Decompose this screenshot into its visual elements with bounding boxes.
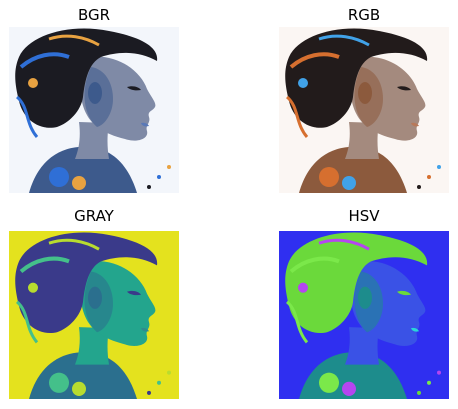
paint-splash (417, 185, 421, 189)
paint-splash (167, 370, 171, 375)
paint-splash (298, 78, 308, 88)
neck (75, 327, 109, 365)
paint-splash (342, 176, 356, 190)
neck (345, 327, 379, 365)
panel-hsv: HSV (279, 207, 449, 400)
ear (358, 286, 372, 309)
hair-streak (285, 95, 309, 138)
paint-splash (319, 372, 339, 393)
rgb-image (279, 27, 449, 193)
bgr-image (9, 27, 179, 193)
paint-splash (167, 165, 171, 169)
portrait-graphic (279, 27, 449, 193)
hair-streak (318, 238, 370, 251)
paint-splash (319, 167, 339, 187)
hair-streak (289, 52, 340, 69)
paint-splash (49, 372, 69, 393)
lips (141, 122, 149, 127)
panel-title: BGR (77, 6, 111, 24)
lips (141, 327, 149, 332)
paint-splash (147, 390, 151, 395)
paint-splash (342, 381, 356, 396)
paint-splash (72, 381, 86, 396)
hair-streak (15, 95, 39, 138)
portrait-graphic (279, 231, 449, 399)
panel-title: GRAY (74, 207, 114, 225)
paint-splash (49, 167, 69, 187)
ear (88, 82, 102, 104)
paint-splash (298, 282, 308, 293)
panel-title: RGB (347, 6, 381, 24)
hair-streak (19, 256, 70, 274)
paint-splash (28, 78, 38, 88)
paint-splash (417, 390, 421, 395)
hair-streak (48, 238, 100, 251)
portrait-graphic (9, 27, 179, 193)
hair-streak (48, 34, 100, 47)
lips (411, 122, 419, 127)
neck (345, 122, 379, 159)
paint-splash (147, 185, 151, 189)
neck (75, 122, 109, 159)
panel-gray: GRAY (9, 207, 179, 400)
panel-title: HSV (348, 207, 380, 225)
paint-splash (427, 380, 431, 385)
paint-splash (28, 282, 38, 293)
hair-streak (318, 34, 370, 47)
hair-streak (15, 300, 39, 344)
paint-splash (157, 175, 161, 179)
eye (397, 86, 411, 91)
hsv-image (279, 231, 449, 399)
paint-splash (157, 380, 161, 385)
hair-streak (289, 256, 340, 274)
eye (397, 290, 411, 296)
eye (127, 86, 141, 91)
portrait-graphic (9, 231, 179, 399)
ear (88, 286, 102, 309)
hair-streak (19, 52, 70, 69)
paint-splash (72, 176, 86, 190)
panel-bgr: BGR (9, 6, 179, 196)
paint-splash (437, 370, 441, 375)
eye (127, 290, 141, 296)
paint-splash (437, 165, 441, 169)
hair-streak (285, 300, 309, 344)
panel-rgb: RGB (279, 6, 449, 196)
lips (411, 327, 419, 332)
paint-splash (427, 175, 431, 179)
ear (358, 82, 372, 104)
gray-image (9, 231, 179, 399)
